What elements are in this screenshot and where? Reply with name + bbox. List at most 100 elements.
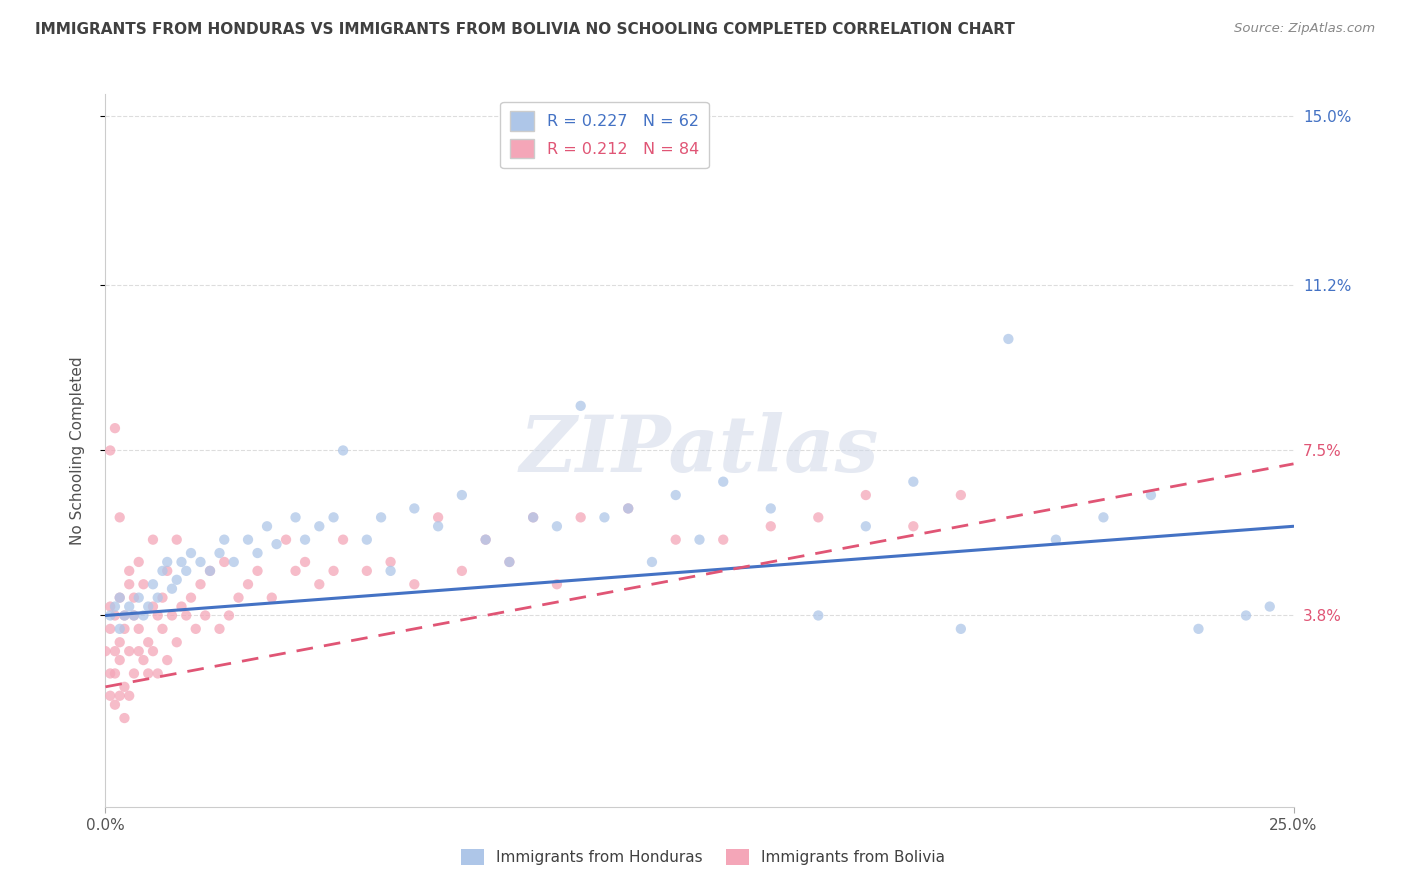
Point: [98, 689, 121, 703]
Point: [228, 591, 250, 605]
Point: [949, 488, 972, 502]
Point: [855, 488, 877, 502]
Point: [450, 564, 472, 578]
Point: [128, 644, 150, 658]
Point: [184, 622, 207, 636]
Point: [222, 555, 245, 569]
Point: [903, 519, 925, 533]
Point: [427, 510, 450, 524]
Legend: Immigrants from Honduras, Immigrants from Bolivia: Immigrants from Honduras, Immigrants fro…: [456, 843, 950, 871]
Point: [208, 546, 231, 560]
Point: [118, 564, 141, 578]
Text: IMMIGRANTS FROM HONDURAS VS IMMIGRANTS FROM BOLIVIA NO SCHOOLING COMPLETED CORRE: IMMIGRANTS FROM HONDURAS VS IMMIGRANTS F…: [35, 22, 1015, 37]
Point: [170, 555, 193, 569]
Point: [246, 564, 269, 578]
Point: [122, 666, 145, 681]
Point: [208, 622, 231, 636]
Point: [128, 622, 150, 636]
Point: [104, 666, 127, 681]
Point: [128, 555, 150, 569]
Point: [759, 501, 782, 516]
Point: [142, 577, 165, 591]
Point: [114, 608, 136, 623]
Point: [214, 555, 236, 569]
Text: ZIPatlas: ZIPatlas: [520, 412, 879, 489]
Point: [104, 421, 127, 435]
Point: [118, 644, 141, 658]
Point: [522, 510, 544, 524]
Point: [284, 564, 307, 578]
Point: [689, 533, 711, 547]
Point: [322, 564, 344, 578]
Point: [260, 591, 283, 605]
Point: [284, 510, 307, 524]
Point: [132, 577, 155, 591]
Point: [146, 591, 169, 605]
Point: [322, 510, 344, 524]
Point: [142, 599, 165, 614]
Point: [427, 519, 450, 533]
Point: [118, 689, 141, 703]
Point: [356, 564, 378, 578]
Point: [104, 599, 127, 614]
Point: [118, 599, 141, 614]
Point: [198, 564, 221, 578]
Point: [370, 510, 392, 524]
Point: [122, 591, 145, 605]
Point: [152, 564, 174, 578]
Point: [174, 608, 197, 623]
Point: [156, 564, 179, 578]
Point: [156, 653, 179, 667]
Point: [236, 533, 259, 547]
Point: [108, 653, 131, 667]
Point: [266, 537, 288, 551]
Point: [94, 644, 117, 658]
Point: [198, 564, 221, 578]
Point: [308, 519, 330, 533]
Point: [404, 577, 426, 591]
Point: [114, 608, 136, 623]
Point: [108, 622, 131, 636]
Point: [807, 608, 830, 623]
Point: [194, 608, 217, 623]
Point: [1140, 488, 1163, 502]
Point: [136, 635, 159, 649]
Point: [146, 608, 169, 623]
Legend: R = 0.227   N = 62, R = 0.212   N = 84: R = 0.227 N = 62, R = 0.212 N = 84: [501, 102, 709, 168]
Point: [665, 533, 688, 547]
Point: [641, 555, 664, 569]
Point: [98, 608, 121, 623]
Point: [546, 519, 568, 533]
Point: [160, 582, 183, 596]
Point: [98, 622, 121, 636]
Point: [104, 698, 127, 712]
Point: [332, 443, 354, 458]
Point: [807, 510, 830, 524]
Point: [122, 608, 145, 623]
Point: [1045, 533, 1067, 547]
Point: [142, 644, 165, 658]
Point: [156, 555, 179, 569]
Point: [166, 573, 188, 587]
Point: [498, 555, 520, 569]
Point: [114, 680, 136, 694]
Point: [380, 564, 402, 578]
Point: [665, 488, 688, 502]
Point: [1258, 599, 1281, 614]
Point: [593, 510, 616, 524]
Point: [174, 564, 197, 578]
Point: [180, 591, 202, 605]
Point: [294, 533, 316, 547]
Point: [949, 622, 972, 636]
Point: [218, 608, 240, 623]
Point: [450, 488, 472, 502]
Point: [617, 501, 640, 516]
Point: [98, 599, 121, 614]
Point: [170, 599, 193, 614]
Point: [617, 501, 640, 516]
Point: [104, 608, 127, 623]
Point: [569, 510, 592, 524]
Point: [190, 555, 212, 569]
Point: [98, 666, 121, 681]
Point: [855, 519, 877, 533]
